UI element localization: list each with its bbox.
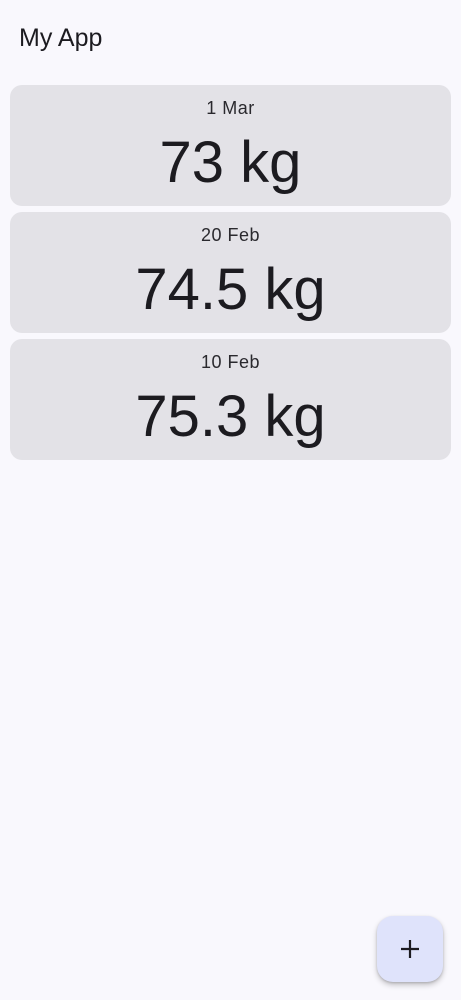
plus-icon — [401, 940, 419, 958]
entry-weight: 73 kg — [159, 130, 302, 195]
entry-date: 20 Feb — [200, 225, 261, 245]
entry-date: 1 Mar — [206, 98, 255, 118]
app-title: My App — [19, 24, 103, 52]
weight-entry-card[interactable]: 20 Feb 74.5 kg — [10, 212, 451, 333]
weight-entry-card[interactable]: 1 Mar 73 kg — [10, 85, 451, 206]
entry-weight: 74.5 kg — [135, 257, 326, 322]
weight-entry-card[interactable]: 10 Feb 75.3 kg — [10, 339, 451, 460]
weight-entry-list: 1 Mar 73 kg 20 Feb 74.5 kg 10 Feb 75.3 k… — [10, 85, 451, 466]
entry-weight: 75.3 kg — [135, 384, 326, 449]
app-bar: My App — [0, 0, 461, 76]
entry-date: 10 Feb — [200, 352, 261, 372]
add-entry-button[interactable] — [377, 916, 443, 982]
